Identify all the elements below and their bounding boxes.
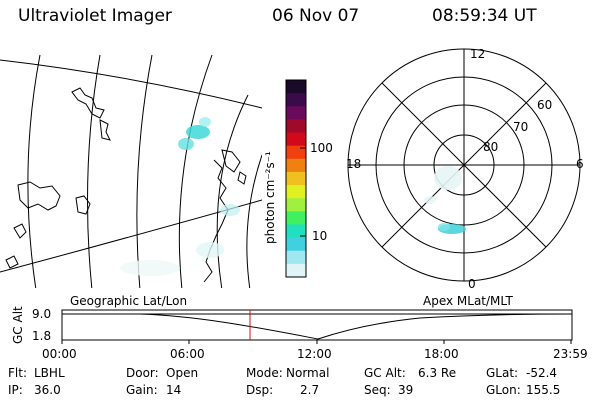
longitude-line xyxy=(87,54,101,288)
gain-value: 14 xyxy=(166,383,182,397)
coastline xyxy=(203,159,229,283)
dsp-label: Dsp: xyxy=(246,383,274,397)
colorbar-segment xyxy=(286,145,306,160)
colorbar-segment xyxy=(286,158,306,173)
colorbar xyxy=(285,79,307,278)
altitude-tick-1-8: 1.8 xyxy=(32,329,52,343)
colorbar-tick-100: 100 xyxy=(310,141,333,155)
mlt-label-12: 12 xyxy=(470,47,486,61)
aurora-emission xyxy=(178,138,194,150)
aurora-emission xyxy=(424,196,436,204)
colorbar-segment xyxy=(286,263,306,278)
date-label: 06 Nov 07 xyxy=(272,6,360,26)
polar-plot xyxy=(347,48,581,282)
coastline xyxy=(5,255,19,269)
altitude-curve xyxy=(62,313,573,340)
aurora-emission xyxy=(120,260,180,276)
gc-alt-label: GC Alt: xyxy=(364,366,406,380)
time-label: 08:59:34 UT xyxy=(432,6,537,26)
time-tick-2359: 23:59 xyxy=(553,347,588,361)
mlt-label-0: 0 xyxy=(468,277,476,291)
coastline xyxy=(99,119,111,141)
colorbar-segment xyxy=(286,198,306,212)
right-map-label: Apex MLat/MLT xyxy=(423,294,513,308)
filter-value: LBHL xyxy=(34,366,65,380)
longitude-line xyxy=(136,54,153,288)
door-label: Door: xyxy=(126,366,159,380)
coastline xyxy=(71,87,105,119)
dsp-value: 2.7 xyxy=(300,383,320,397)
longitude-line xyxy=(216,94,249,288)
mode-value: Normal xyxy=(286,366,330,380)
seq-label: Seq: xyxy=(364,383,391,397)
colorbar-segment xyxy=(286,106,306,120)
colorbar-segment xyxy=(286,132,306,147)
glon-label: GLon: xyxy=(486,383,521,397)
glat-value: -52.4 xyxy=(526,366,558,380)
altitude-tick-9: 9.0 xyxy=(32,307,52,321)
colorbar-unit-label: photon cm⁻²s⁻¹ xyxy=(263,151,277,244)
coastline xyxy=(13,223,27,239)
ip-label: IP: xyxy=(8,383,23,397)
aurora-emission xyxy=(438,223,450,231)
latitude-line xyxy=(0,59,262,109)
altitude-plot xyxy=(61,309,573,344)
mlat-label-80: 80 xyxy=(483,140,499,154)
gc-alt-value: 6.3 Re xyxy=(418,366,457,380)
gain-label: Gain: xyxy=(126,383,158,397)
time-tick-0600: 06:00 xyxy=(170,347,205,361)
longitude-line xyxy=(178,54,213,288)
colorbar-segment xyxy=(286,224,306,239)
colorbar-segment xyxy=(286,250,306,265)
aurora-emission xyxy=(196,242,224,258)
longitude-line xyxy=(27,54,41,288)
colorbar-segment xyxy=(286,93,306,107)
coastline xyxy=(75,195,91,215)
door-value: Open xyxy=(166,366,199,380)
ip-value: 36.0 xyxy=(34,383,61,397)
mode-label: Mode: xyxy=(246,366,283,380)
aurora-emission xyxy=(434,166,462,190)
colorbar-tick-10: 10 xyxy=(312,229,328,243)
coastline xyxy=(17,181,61,211)
aurora-emission xyxy=(186,125,210,139)
time-tick-1800: 18:00 xyxy=(424,347,459,361)
mlat-label-70: 70 xyxy=(513,120,529,134)
filter-label: Flt: xyxy=(8,366,27,380)
coastline xyxy=(237,171,247,185)
glat-label: GLat: xyxy=(486,366,519,380)
longitude-line xyxy=(246,154,262,288)
left-map-label: Geographic Lat/Lon xyxy=(70,294,188,308)
aurora-emission xyxy=(220,204,240,216)
colorbar-segment xyxy=(286,80,306,94)
colorbar-segment xyxy=(286,211,306,226)
coastline xyxy=(221,149,241,173)
colorbar-segment xyxy=(286,237,306,252)
glon-value: 155.5 xyxy=(526,383,561,397)
seq-value: 39 xyxy=(398,383,414,397)
colorbar-segment xyxy=(286,119,306,134)
colorbar-segment xyxy=(286,171,306,186)
colorbar-segment xyxy=(286,185,306,199)
time-tick-1200: 12:00 xyxy=(297,347,332,361)
time-tick-0000: 00:00 xyxy=(42,347,77,361)
app-title: Ultraviolet Imager xyxy=(18,6,172,26)
altitude-axis-label: GC Alt xyxy=(11,306,25,344)
mlt-label-18: 18 xyxy=(346,157,362,171)
geographic-map xyxy=(0,54,262,288)
aurora-emission xyxy=(199,117,211,127)
mlat-label-60: 60 xyxy=(537,98,553,112)
mlt-diagonal-line xyxy=(381,82,547,248)
mlt-label-6: 6 xyxy=(576,157,584,171)
